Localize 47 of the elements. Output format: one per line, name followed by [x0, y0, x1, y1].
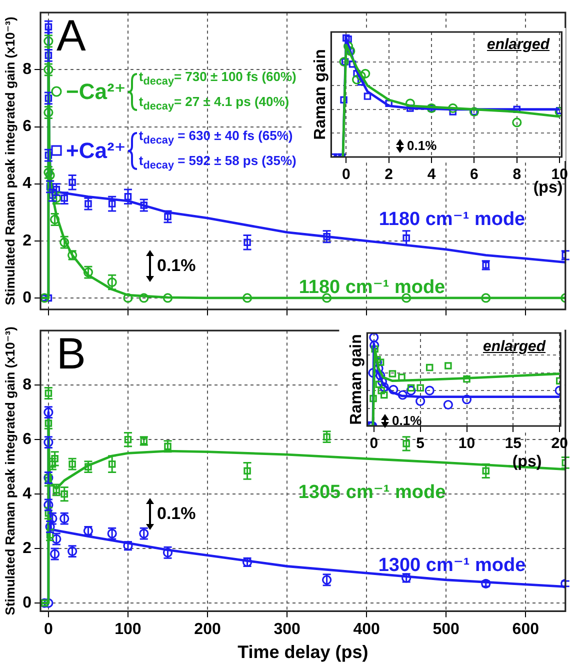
series-label: 1305 cm⁻¹ mode: [298, 482, 446, 504]
y-tick-label: 6: [22, 118, 32, 136]
x-tick-label: 10: [458, 435, 476, 452]
y-tick-label: 4: [22, 485, 32, 502]
x-tick-label: 300: [274, 621, 300, 638]
y-tick-label: 0: [22, 594, 32, 612]
x-tick-label: 0: [342, 166, 350, 184]
x-tick-label: 6: [470, 166, 478, 184]
x-tick-label: 0: [44, 621, 53, 638]
y-axis-title: Stimulated Raman peak integrated gain (x10⁻³): [2, 326, 18, 616]
x-tick-label: 500: [432, 621, 460, 638]
annotation: t$_{decay}$ = 630 ± 40 fs (65%): [138, 127, 294, 149]
series-label: 1180 cm⁻¹ mode: [378, 209, 526, 230]
chart-title: B: [56, 330, 86, 379]
x-tick-label: 2: [384, 166, 393, 184]
annotation: t$_{decay}$= 730 ± 100 fs (60%): [138, 68, 296, 90]
annotation: enlarged: [483, 338, 546, 355]
series-label: 1300 cm⁻¹ mode: [378, 555, 526, 576]
y-axis-title: Stimulated Raman peak integrated gain (x10⁻³): [2, 16, 18, 306]
legend-label: −Ca²⁺: [66, 78, 126, 105]
legend-label: +Ca²⁺: [66, 138, 126, 164]
annotation: t$_{decay}$= 27 ± 4.1 ps (40%): [138, 92, 290, 114]
y-tick-label: 0: [22, 289, 32, 306]
y-tick-label: 2: [22, 232, 32, 250]
annotation: 0.1%: [392, 413, 422, 428]
x-tick-label: 8: [512, 166, 522, 184]
x-axis-title: Time delay (ps): [238, 642, 368, 662]
annotation: 0.1%: [407, 138, 437, 153]
x-tick-label: 15: [504, 435, 522, 452]
y-tick-label: 8: [22, 61, 32, 78]
y-axis-title: Raman gain: [348, 334, 366, 425]
y-tick-label: 2: [22, 540, 32, 557]
annotation: 0.1%: [157, 256, 196, 276]
series-label: 1180 cm⁻¹ mode: [298, 277, 446, 298]
annotation: 0.1%: [157, 504, 196, 524]
annotation: t$_{decay}$ = 592 ± 58 ps (35%): [138, 152, 296, 174]
x-tick-label: 0: [370, 435, 378, 452]
annotation: enlarged: [487, 36, 550, 53]
x-tick-label: 400: [353, 621, 380, 638]
x-tick-label: 4: [427, 166, 436, 184]
chart-title: A: [56, 12, 86, 61]
x-tick-label: 200: [194, 621, 221, 638]
y-tick-label: 8: [22, 376, 32, 394]
x-tick-label: 5: [416, 435, 424, 452]
x-tick-label: 100: [114, 621, 142, 638]
y-axis-title: Raman gain: [312, 49, 330, 140]
x-tick-label: 600: [512, 621, 540, 638]
